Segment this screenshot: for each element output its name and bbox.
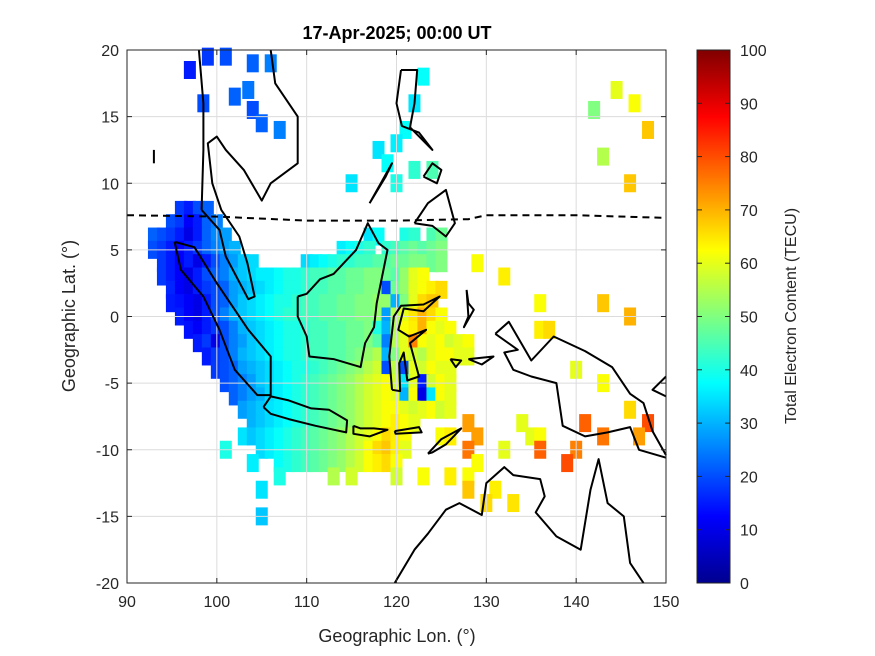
tec-cell [417,67,430,86]
tec-cells [147,47,655,526]
coastline [200,49,299,301]
grid-lines [126,49,667,584]
x-tick-label: 110 [294,594,320,611]
colorbar-tick-label: 0 [740,576,749,593]
tec-cell [345,467,358,486]
tec-cell [273,120,286,139]
coastline [395,69,434,151]
coastline [494,320,667,456]
coastline [427,427,463,455]
y-tick-label: 15 [101,110,119,127]
coastline [651,375,667,398]
colorbar-tick-label: 90 [740,96,758,113]
tec-cell [255,480,268,499]
x-tick-label: 140 [563,594,590,611]
coastline [413,188,456,238]
tec-cell [201,47,214,66]
colorbar-tick-label: 70 [740,203,758,220]
tec-cell [628,94,641,113]
tec-cell [543,320,556,339]
y-tick-label: 0 [110,310,119,327]
colorbar [696,49,731,584]
chart-title: 17-Apr-2025; 00:00 UT [302,23,491,43]
coastline [468,355,495,366]
x-axis-ticks: 90 100 110 120 130 140 150 [118,50,679,611]
y-tick-label: -20 [96,576,119,593]
coastline [368,162,393,204]
x-tick-label: 90 [118,594,136,611]
coastline [173,240,272,397]
tec-cell [327,467,340,486]
tec-cell [633,427,646,446]
tec-cell [624,400,637,419]
tec-cell [507,494,520,513]
tec-cell [642,120,655,139]
magnetic-equator-line [126,214,667,222]
coastline [388,295,441,393]
tec-cell [462,480,475,499]
tec-cell [242,80,255,99]
coastline [393,458,645,584]
tec-cell [462,347,475,366]
x-tick-label: 120 [383,594,410,611]
coastline [262,395,349,434]
coastline [494,332,667,459]
tec-cell [219,47,232,66]
tec-cell [435,254,448,273]
y-tick-label: 20 [101,43,119,60]
y-axis-ticks: 20 15 10 5 0 -5 -10 -15 -20 [96,43,666,593]
y-tick-label: -15 [96,509,119,526]
x-tick-label: 130 [473,594,500,611]
x-axis-label: Geographic Lon. (°) [318,626,475,646]
coastline [462,289,475,329]
y-tick-label: -10 [96,443,119,460]
tec-cell [444,467,457,486]
coastline [296,222,389,369]
tec-cell [255,114,268,133]
x-tick-label: 150 [653,594,680,611]
y-tick-label: 5 [110,243,119,260]
coastline [197,49,205,210]
tec-cell [444,400,457,419]
x-tick-label: 100 [203,594,230,611]
coastline [352,424,389,438]
tec-cell [588,100,601,119]
tec-cell [183,60,196,79]
tec-cell [498,267,511,286]
tec-cell [228,87,241,106]
tec-cell [246,454,259,473]
tec-cell [408,160,421,179]
y-tick-label: -5 [105,376,119,393]
tec-cell [561,454,574,473]
tec-cell [610,80,623,99]
tec-cell [273,467,286,486]
tec-cell [417,467,430,486]
colorbar-tick-label: 30 [740,416,758,433]
colorbar-tick-label: 100 [740,43,767,60]
tec-cell [597,294,610,313]
colorbar-label: Total Electron Content (TECU) [783,208,800,424]
tec-cell [597,427,610,446]
colorbar-tick-label: 60 [740,256,758,273]
colorbar-tick-label: 80 [740,150,758,167]
coastline [422,162,443,185]
coastlines [152,49,667,584]
tec-cell [534,294,547,313]
tec-cell [246,54,259,73]
tec-cell [471,254,484,273]
colorbar-tick-label: 10 [740,523,758,540]
colorbar-tick-label: 50 [740,310,758,327]
tec-cell [579,414,592,433]
colorbar-tick-label: 20 [740,469,758,486]
y-tick-label: 10 [101,176,119,193]
y-axis-label: Geographic Lat. (°) [59,240,79,392]
coastline [449,358,463,369]
colorbar-tick-label: 40 [740,363,758,380]
coastline [393,426,423,435]
tec-cell [597,147,610,166]
